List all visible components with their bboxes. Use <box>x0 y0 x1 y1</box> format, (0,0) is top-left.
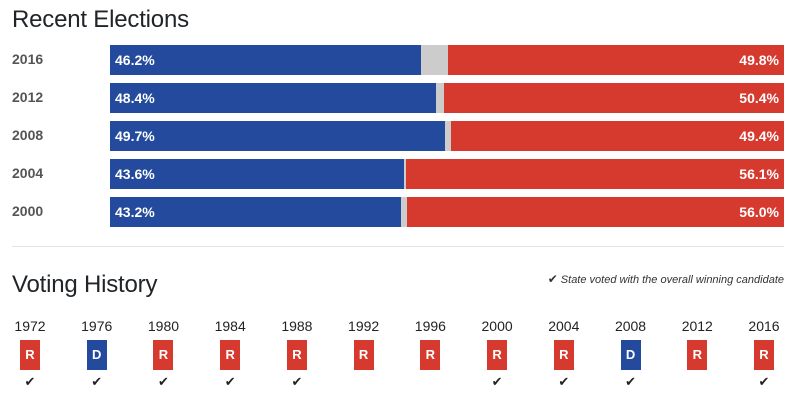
election-bar: 43.6% 56.1% <box>110 159 784 189</box>
history-year-label: 2004 <box>548 318 580 334</box>
republican-percent: 49.4% <box>739 128 779 144</box>
history-year-label: 1972 <box>14 318 46 334</box>
party-badge: R <box>754 340 774 370</box>
party-badge: R <box>420 340 441 370</box>
party-badge: R <box>153 340 174 370</box>
check-icon: ✔ <box>758 374 770 389</box>
history-year-1976: 1976 D ✔ <box>77 318 117 390</box>
voting-history-title: Voting History <box>12 271 158 298</box>
election-year-label: 2008 <box>12 127 44 143</box>
party-badge: R <box>353 340 374 370</box>
party-badge: R <box>487 340 508 370</box>
history-year-label: 1996 <box>414 318 446 334</box>
history-year-1980: 1980 R ✔ <box>143 318 183 390</box>
history-year-label: 2000 <box>481 318 513 334</box>
election-year-label: 2012 <box>12 89 44 105</box>
democrat-segment: 46.2% <box>110 45 422 75</box>
section-divider <box>12 246 784 247</box>
legend-text: State voted with the overall winning can… <box>560 274 784 286</box>
republican-percent: 50.4% <box>739 90 779 106</box>
check-icon: ✔ <box>91 374 103 389</box>
voting-history: 1972 R ✔ 1976 D ✔ 1980 R ✔ 1984 R ✔ 1988 R ✔ 1992 R 1996 R… <box>0 318 800 398</box>
republican-percent: 49.8% <box>739 52 779 68</box>
election-year-label: 2016 <box>12 51 44 67</box>
check-icon: ✔ <box>558 374 570 389</box>
check-icon: ✔ <box>24 374 36 389</box>
no-check <box>410 374 450 390</box>
history-year-label: 2016 <box>748 318 780 334</box>
check-icon: ✔ <box>547 272 558 286</box>
democrat-segment: 49.7% <box>110 121 445 151</box>
check-icon: ✔ <box>158 374 169 389</box>
history-year-2016: 2016 R ✔ <box>744 318 784 390</box>
no-check <box>344 374 384 390</box>
history-year-label: 1992 <box>348 318 380 334</box>
history-year-label: 1988 <box>281 318 313 334</box>
party-badge: D <box>86 340 107 370</box>
party-badge: R <box>687 340 708 370</box>
history-year-1988: 1988 R ✔ <box>277 318 317 390</box>
history-year-label: 1976 <box>81 318 113 334</box>
check-icon: ✔ <box>224 374 236 389</box>
history-year-1992: 1992 R <box>344 318 384 390</box>
check-icon: ✔ <box>291 374 303 389</box>
history-year-2012: 2012 R <box>677 318 717 390</box>
democrat-segment: 43.6% <box>110 159 404 189</box>
history-year-1996: 1996 R <box>410 318 450 390</box>
election-bar: 43.2% 56.0% <box>110 197 784 227</box>
party-badge: R <box>553 340 574 370</box>
history-year-1972: 1972 R ✔ <box>10 318 50 390</box>
democrat-segment: 48.4% <box>110 83 437 113</box>
check-icon: ✔ <box>625 374 636 389</box>
election-bar: 49.7% 49.4% <box>110 121 784 151</box>
republican-segment: 56.1% <box>405 159 784 189</box>
democrat-percent: 49.7% <box>115 128 155 144</box>
democrat-segment: 43.2% <box>110 197 402 227</box>
party-badge: R <box>286 340 307 370</box>
history-year-label: 1984 <box>214 318 246 334</box>
democrat-percent: 43.2% <box>115 204 155 220</box>
check-icon: ✔ <box>491 374 503 389</box>
democrat-percent: 43.6% <box>115 166 155 182</box>
election-year-label: 2000 <box>12 203 44 219</box>
democrat-percent: 46.2% <box>115 52 155 68</box>
republican-segment: 49.8% <box>448 45 784 75</box>
winner-legend: ✔ State voted with the overall winning ca… <box>548 272 784 286</box>
election-bar: 46.2% 49.8% <box>110 45 784 75</box>
republican-segment: 50.4% <box>444 83 784 113</box>
history-year-label: 2008 <box>614 318 647 334</box>
republican-percent: 56.0% <box>739 204 779 220</box>
republican-percent: 56.1% <box>739 166 779 182</box>
recent-elections-title: Recent Elections <box>12 6 189 33</box>
election-bar: 48.4% 50.4% <box>110 83 784 113</box>
history-year-2000: 2000 R ✔ <box>477 318 517 390</box>
history-year-label: 1980 <box>147 318 180 334</box>
party-badge: D <box>620 340 641 370</box>
history-year-2008: 2008 D ✔ <box>611 318 651 390</box>
history-year-2004: 2004 R ✔ <box>544 318 584 390</box>
republican-segment: 49.4% <box>451 121 784 151</box>
no-check <box>677 374 717 390</box>
recent-elections-chart: 2016 46.2% 49.8% 2012 48.4% 50.4% 2008 49.7% 49.… <box>0 45 800 235</box>
election-year-label: 2004 <box>12 165 44 181</box>
history-year-label: 2012 <box>681 318 713 334</box>
history-year-1984: 1984 R ✔ <box>210 318 250 390</box>
party-badge: R <box>20 340 40 370</box>
party-badge: R <box>220 340 241 370</box>
democrat-percent: 48.4% <box>115 90 155 106</box>
republican-segment: 56.0% <box>406 197 784 227</box>
